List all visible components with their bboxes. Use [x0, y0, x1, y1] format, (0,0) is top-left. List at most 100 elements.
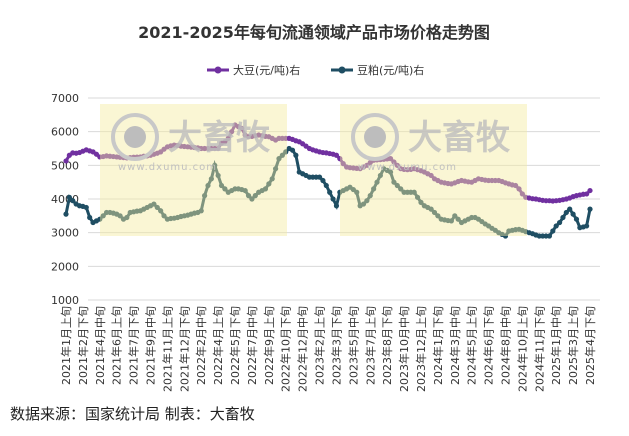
legend-marker-icon	[214, 66, 222, 74]
data-point	[452, 213, 458, 219]
data-point	[208, 176, 214, 182]
data-point	[316, 174, 323, 180]
data-point	[279, 152, 285, 158]
data-point	[283, 149, 289, 155]
watermark-logo-eye-icon	[124, 126, 146, 148]
chart-title: 2021-2025年每旬流通领域产品市场价格走势图	[138, 23, 490, 42]
y-tick-label: 5000	[51, 159, 79, 172]
data-point	[262, 186, 269, 192]
series-1	[63, 145, 593, 239]
x-axis: 2021年1月上旬 2021年2月下旬 2021年4月中旬 2021年6月上旬 2021…	[59, 306, 597, 392]
data-point	[502, 233, 509, 239]
watermark-box	[100, 104, 287, 236]
data-point	[394, 162, 400, 168]
data-point	[202, 193, 208, 199]
data-point	[337, 156, 343, 162]
data-point	[117, 213, 123, 219]
data-point	[239, 125, 245, 131]
data-point	[455, 216, 461, 222]
x-tick-label: 2022年4月上旬	[211, 306, 225, 385]
x-tick-label: 2023年10月中旬	[397, 306, 411, 392]
data-point	[222, 186, 228, 192]
data-point	[567, 206, 573, 212]
x-tick-label: 2021年4月中旬	[93, 306, 107, 385]
data-point	[63, 158, 69, 164]
x-tick-label: 2024年8月中旬	[498, 306, 512, 385]
watermark: 大畜牧 www.dxumu.com	[100, 104, 287, 236]
x-tick-label: 2024年5月上旬	[465, 306, 479, 385]
y-tick-label: 1000	[51, 294, 79, 307]
y-tick-label: 3000	[51, 227, 79, 240]
legend-item-0: 大豆(元/吨)右	[207, 63, 300, 77]
data-point	[411, 189, 417, 195]
data-point	[431, 209, 438, 216]
data-point	[269, 176, 275, 182]
data-point	[428, 172, 434, 179]
data-point	[391, 159, 397, 165]
data-point	[364, 198, 370, 204]
data-point	[323, 182, 329, 189]
x-tick-label: 2021年2月下旬	[76, 306, 90, 385]
data-point	[289, 147, 296, 153]
series-0	[63, 122, 593, 204]
data-point	[161, 213, 167, 219]
data-point	[519, 191, 525, 197]
x-tick-label: 2022年5月下旬	[228, 306, 242, 385]
data-point	[570, 211, 576, 217]
data-point	[229, 129, 235, 135]
data-point	[428, 206, 434, 212]
x-tick-label: 2022年7月中旬	[245, 306, 259, 385]
watermark-logo-icon	[351, 113, 399, 161]
data-point	[587, 187, 593, 194]
data-point	[550, 228, 556, 234]
data-point	[516, 186, 522, 192]
data-point	[327, 189, 333, 195]
watermark-brand: 大畜牧	[408, 118, 511, 158]
x-tick-label: 2021年9月中旬	[144, 306, 158, 385]
x-tick-label: 2023年12月上旬	[414, 306, 428, 392]
y-tick-label: 2000	[51, 260, 79, 273]
watermarks: 大畜牧 www.dxumu.com 大畜牧 www.dxumu.com	[100, 104, 527, 236]
data-point	[333, 203, 340, 209]
data-point	[249, 196, 255, 202]
data-point	[124, 214, 130, 221]
data-point	[340, 161, 346, 167]
data-point	[245, 193, 252, 199]
data-point	[418, 199, 424, 205]
legend: 大豆(元/吨)右 豆粕(元/吨)右	[207, 63, 424, 77]
data-point	[66, 194, 72, 200]
data-point	[414, 194, 421, 200]
watermark-site: www.dxumu.com	[118, 162, 217, 173]
data-point	[448, 218, 454, 224]
data-point	[387, 169, 394, 175]
data-point	[371, 186, 377, 192]
y-tick-label: 6000	[51, 126, 79, 139]
source-note: 数据来源：国家统计局 制表：大畜牧	[10, 405, 255, 423]
x-tick-label: 2021年12月下旬	[177, 306, 191, 392]
data-point	[320, 177, 326, 184]
data-point	[212, 162, 218, 168]
watermark-brand: 大畜牧	[168, 118, 271, 158]
data-point	[354, 189, 360, 195]
x-tick-label: 2021年11月上旬	[160, 306, 174, 392]
watermark-logo-eye-icon	[364, 126, 386, 148]
data-point	[100, 213, 106, 219]
data-point	[70, 198, 76, 204]
x-tick-label: 2022年12月中旬	[296, 306, 310, 392]
watermark: 大畜牧 www.dxumu.com	[340, 104, 527, 236]
data-point	[266, 181, 272, 187]
data-point	[374, 179, 380, 185]
data-point	[333, 152, 340, 158]
x-tick-label: 2024年3月中旬	[448, 306, 462, 385]
x-tick-label: 2022年10月下旬	[279, 306, 293, 392]
data-point	[158, 208, 164, 214]
data-point	[513, 182, 519, 189]
x-tick-label: 2024年11月下旬	[532, 306, 546, 392]
x-tick-label: 2023年7月上旬	[363, 306, 377, 385]
data-point	[398, 186, 404, 192]
data-point	[546, 233, 553, 239]
data-point	[387, 156, 394, 162]
data-point	[252, 193, 258, 199]
data-point	[151, 201, 157, 207]
data-point	[205, 182, 211, 189]
